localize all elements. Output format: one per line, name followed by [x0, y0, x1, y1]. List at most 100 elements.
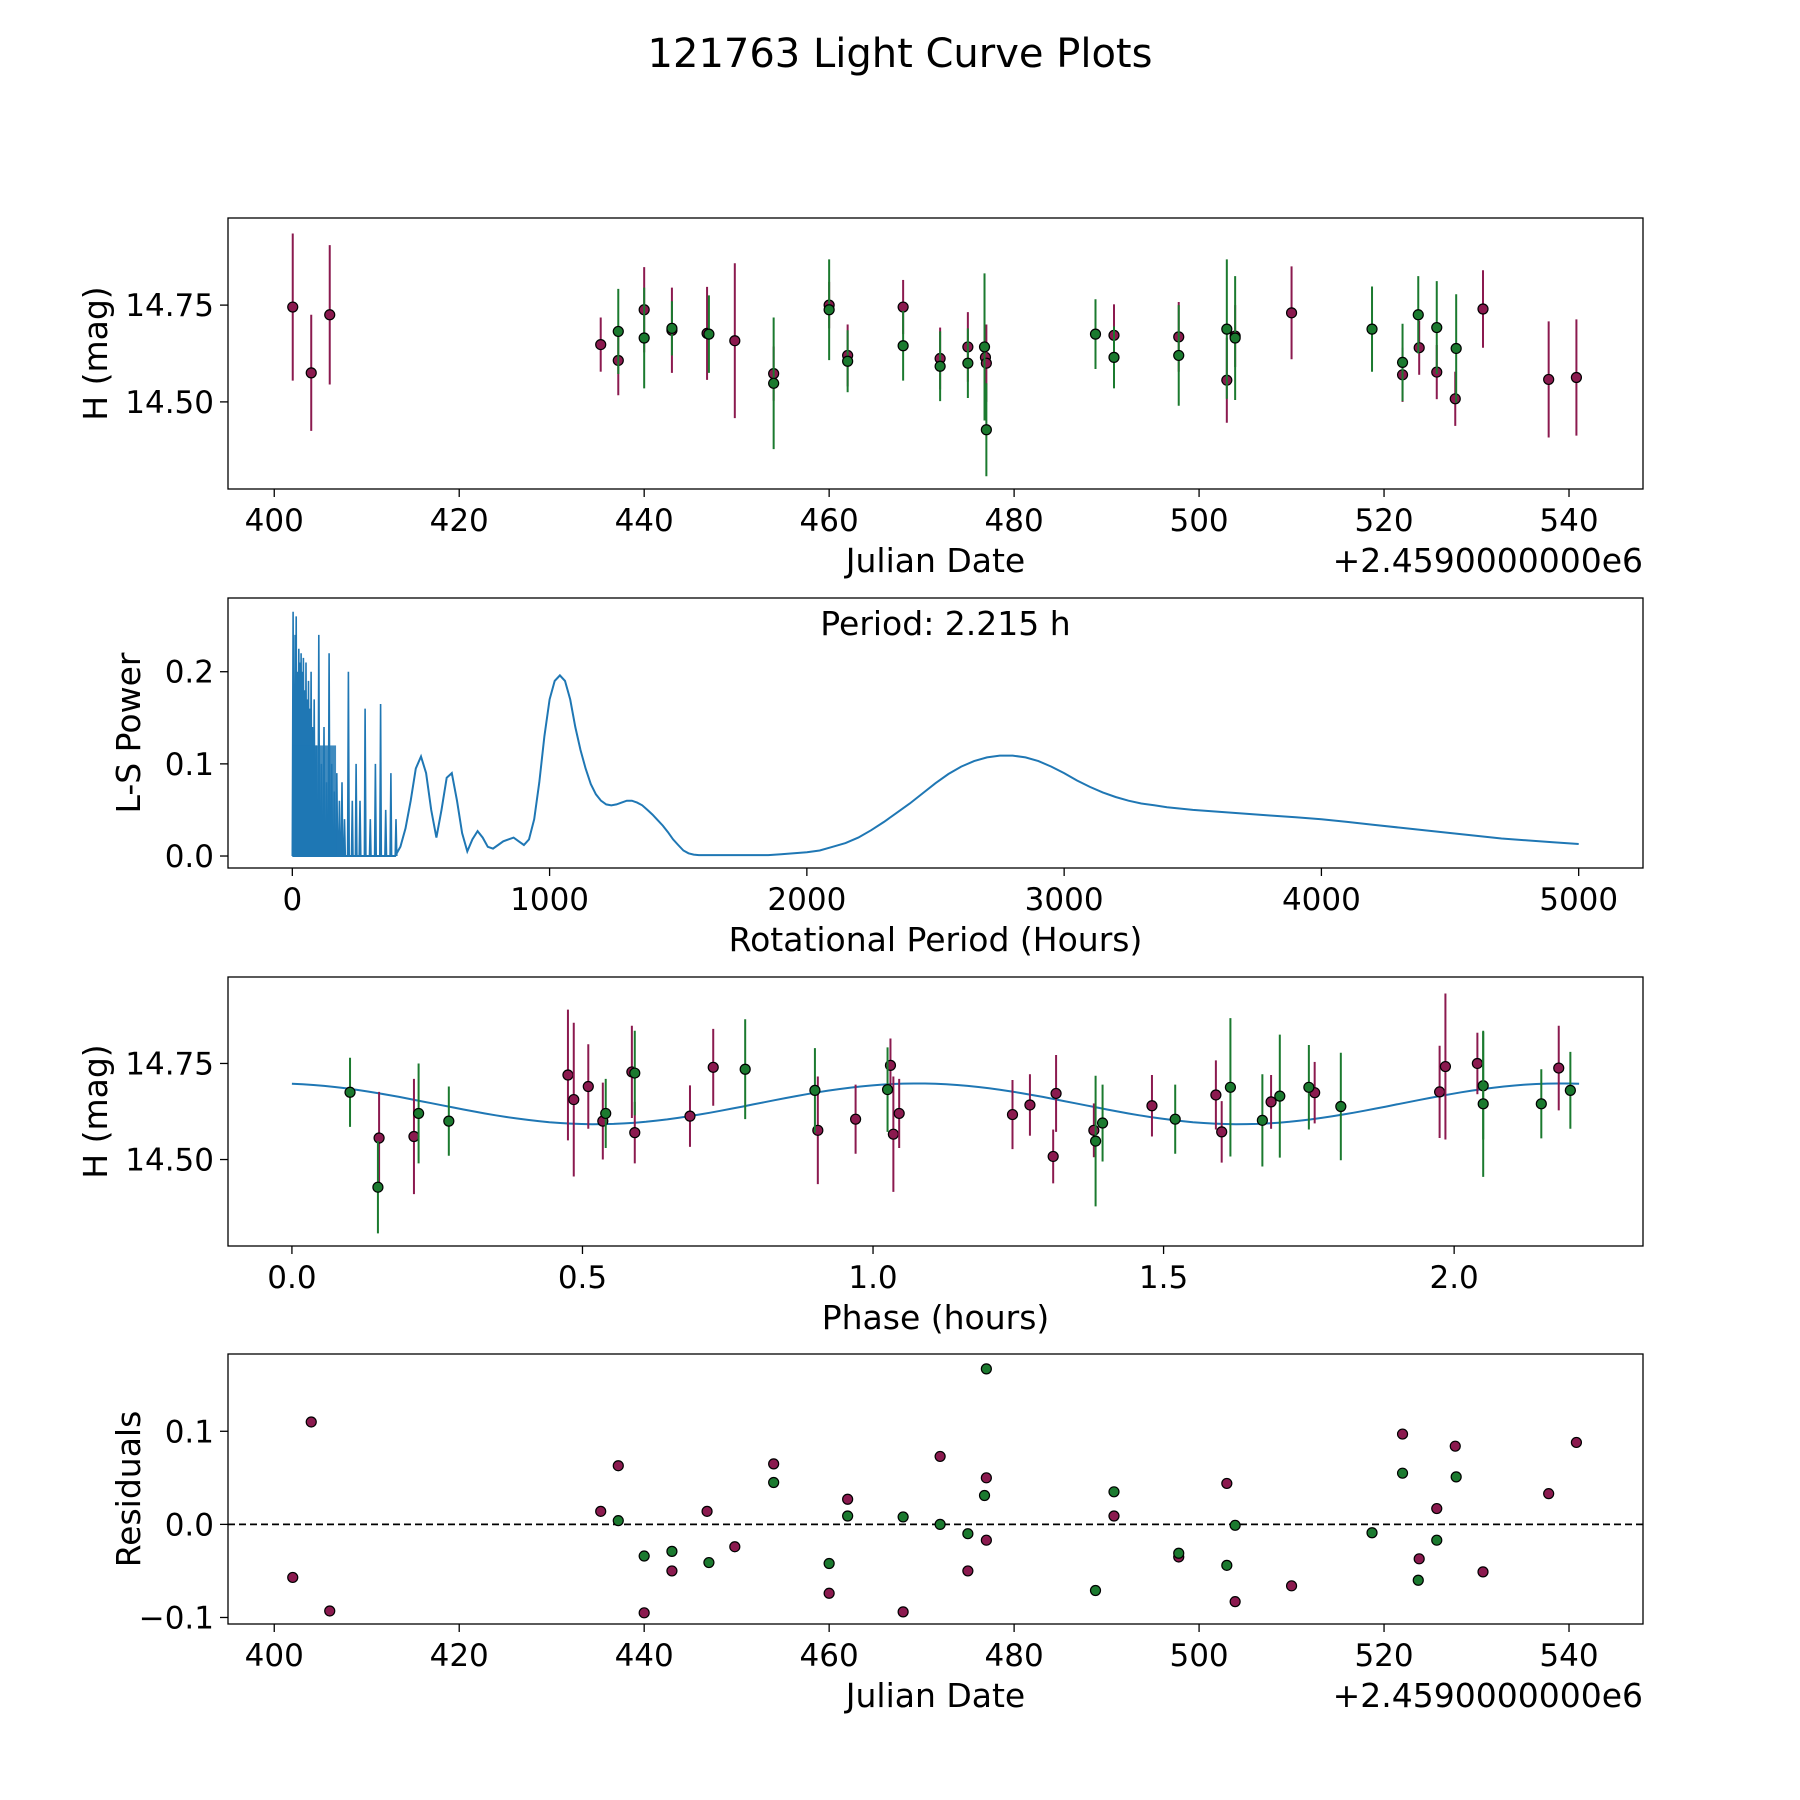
x-tick-label: 440: [615, 503, 674, 539]
green-data-point: [1396, 1467, 1409, 1479]
green-data-point: [1089, 1135, 1102, 1147]
green-data-point: [413, 1107, 425, 1120]
residuals-x-offset-label: +2.4590000000e6: [1333, 1676, 1643, 1715]
lightcurve-data: [287, 233, 1583, 477]
red-data-point: [1088, 1124, 1100, 1136]
y-tick-label: 0.1: [165, 1414, 214, 1450]
x-tick-label: 460: [800, 1638, 859, 1674]
green-data-point: [962, 357, 974, 369]
y-tick-label: 14.75: [125, 288, 214, 324]
red-data-point: [897, 1606, 909, 1618]
green-data-point: [1396, 356, 1409, 369]
x-tick-label: 420: [430, 503, 489, 539]
green-data-point: [1096, 1117, 1109, 1129]
x-tick-label: 2.0: [1429, 1260, 1478, 1296]
power-spectrum-line: [292, 673, 1579, 857]
red-data-point: [305, 367, 317, 379]
red-data-point: [1006, 1108, 1019, 1121]
green-data-point: [934, 1518, 946, 1530]
red-data-point: [666, 1565, 678, 1577]
green-data-point: [1089, 1584, 1102, 1597]
green-data-point: [612, 1515, 624, 1527]
green-data-point: [1564, 1084, 1576, 1096]
x-tick-label: 480: [985, 1638, 1044, 1674]
red-data-point: [729, 335, 741, 347]
green-data-point: [1221, 1559, 1233, 1571]
red-data-point: [324, 309, 336, 321]
red-data-point: [962, 1565, 974, 1577]
red-data-point: [1439, 1060, 1452, 1073]
green-data-point: [1366, 323, 1378, 335]
x-tick-label: 0.5: [558, 1260, 607, 1296]
red-data-point: [980, 357, 992, 369]
red-data-point: [849, 1113, 862, 1125]
phased-xlabel: Phase (hours): [822, 1298, 1050, 1337]
model-fit-curve: [291, 1082, 1580, 1126]
red-data-point: [1047, 1150, 1059, 1163]
lightcurve-panel: 400 420 440 460 480 500 520 540 14.50 14.75 Julian…: [76, 217, 1644, 580]
red-data-point: [1210, 1089, 1222, 1101]
green-data-point: [638, 332, 650, 344]
green-data-point: [1450, 342, 1462, 355]
x-tick-label: 4000: [1282, 882, 1361, 918]
red-data-point: [612, 1460, 624, 1472]
phased-axes-frame: [227, 976, 1644, 1247]
phased-panel: 0.0 0.5 1.0 1.5 2.0 14.50 14.75 Phase (hours) H …: [76, 976, 1644, 1337]
red-data-point: [595, 1505, 607, 1517]
red-data-point: [1449, 1440, 1461, 1452]
x-tick-label: 540: [1539, 1638, 1598, 1674]
red-data-point: [1543, 373, 1555, 386]
x-tick-label: 1.5: [1139, 1260, 1188, 1296]
green-data-point: [1089, 328, 1102, 340]
green-data-point: [897, 1511, 909, 1523]
green-data-point: [768, 377, 780, 389]
green-data-point: [897, 340, 909, 352]
red-data-point: [1396, 1428, 1409, 1440]
x-tick-label: 0: [282, 882, 302, 918]
green-data-point: [1169, 1113, 1181, 1125]
red-data-point: [1413, 1553, 1425, 1565]
red-data-point: [1229, 1596, 1241, 1608]
green-data-point: [1335, 1100, 1347, 1113]
red-data-point: [1477, 303, 1489, 315]
red-data-point: [1216, 1126, 1228, 1138]
green-data-point: [1173, 349, 1185, 362]
green-data-point: [443, 1115, 455, 1127]
green-data-point: [934, 360, 946, 372]
red-data-point: [1146, 1100, 1158, 1112]
green-data-point: [703, 1556, 715, 1569]
red-data-point: [638, 1607, 650, 1619]
red-data-point: [887, 1128, 899, 1140]
red-data-point: [934, 1450, 946, 1463]
x-tick-label: 440: [615, 1638, 674, 1674]
x-tick-label: 5000: [1539, 882, 1618, 918]
x-tick-label: 420: [430, 1638, 489, 1674]
y-tick-label: 14.50: [125, 385, 214, 421]
green-data-point: [1224, 1081, 1237, 1093]
red-data-point: [1570, 371, 1583, 384]
red-data-point: [582, 1080, 594, 1093]
residuals-ylabel: Residuals: [109, 1411, 148, 1568]
y-tick-label: 14.50: [125, 1143, 214, 1179]
residuals-axes-frame: [227, 1353, 1644, 1625]
x-tick-label: 500: [1169, 503, 1228, 539]
red-data-point: [729, 1541, 741, 1553]
green-data-point: [962, 1528, 974, 1540]
green-data-point: [739, 1063, 751, 1075]
green-data-point: [1450, 1471, 1462, 1483]
red-data-point: [408, 1130, 420, 1143]
green-data-point: [600, 1107, 612, 1120]
lightcurve-x-offset-label: +2.4590000000e6: [1333, 541, 1643, 580]
green-data-point: [666, 322, 678, 334]
x-tick-label: 540: [1539, 503, 1598, 539]
y-tick-label: 14.75: [125, 1046, 214, 1082]
red-data-point: [1431, 1502, 1443, 1515]
phased-ylabel: H (mag): [76, 1044, 115, 1178]
green-data-point: [1256, 1114, 1268, 1126]
periodogram-panel: 0 1000 2000 3000 4000 5000 0.0 0.1 0.2 Rotational…: [109, 597, 1644, 959]
green-data-point: [1221, 323, 1233, 335]
green-data-point: [842, 355, 854, 367]
green-data-point: [1303, 1081, 1315, 1093]
power-spectrum-dense-region: [292, 745, 337, 857]
x-tick-label: 0.0: [267, 1260, 316, 1296]
